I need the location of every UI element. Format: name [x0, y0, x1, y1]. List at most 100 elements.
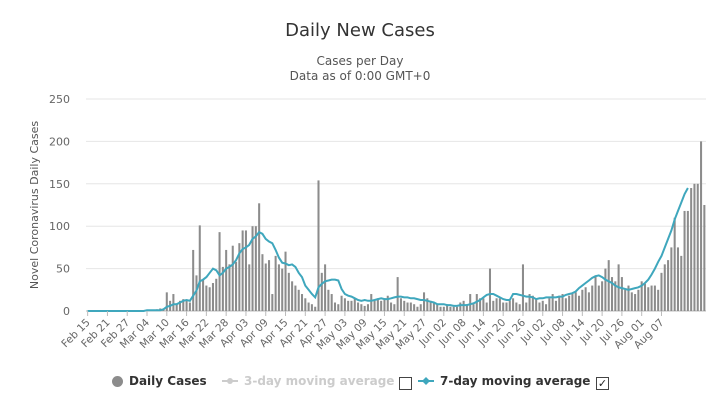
bar[interactable]	[432, 302, 435, 311]
bar[interactable]	[643, 283, 647, 311]
bar[interactable]	[390, 302, 393, 311]
bar[interactable]	[495, 298, 498, 311]
bar[interactable]	[330, 294, 333, 311]
bar[interactable]	[327, 289, 330, 311]
bar[interactable]	[439, 306, 442, 311]
bar[interactable]	[455, 306, 459, 311]
bar[interactable]	[594, 275, 597, 311]
bar[interactable]	[287, 272, 290, 311]
bar[interactable]	[244, 230, 247, 311]
bar[interactable]	[624, 289, 627, 311]
bar[interactable]	[258, 203, 261, 311]
bar[interactable]	[436, 304, 439, 311]
bar[interactable]	[172, 294, 175, 311]
bar[interactable]	[350, 300, 353, 311]
bar[interactable]	[515, 302, 518, 311]
bar[interactable]	[568, 295, 571, 311]
bar[interactable]	[634, 294, 637, 311]
bar[interactable]	[235, 261, 238, 311]
bar[interactable]	[673, 217, 676, 311]
bar[interactable]	[357, 302, 360, 311]
bar[interactable]	[535, 298, 538, 311]
bar[interactable]	[442, 306, 445, 311]
bar[interactable]	[683, 210, 686, 311]
bar[interactable]	[449, 306, 452, 311]
bar[interactable]	[472, 304, 475, 311]
bar[interactable]	[347, 300, 350, 311]
bar[interactable]	[380, 300, 383, 311]
bar[interactable]	[571, 294, 574, 311]
bar[interactable]	[185, 299, 188, 311]
bar[interactable]	[485, 302, 488, 311]
bar[interactable]	[188, 302, 191, 311]
bar[interactable]	[202, 279, 205, 311]
bar[interactable]	[324, 264, 327, 311]
bar[interactable]	[192, 249, 195, 311]
bar[interactable]	[274, 255, 277, 311]
bar[interactable]	[667, 260, 670, 311]
bar[interactable]	[541, 300, 544, 311]
bar[interactable]	[581, 289, 584, 311]
bar[interactable]	[320, 272, 323, 311]
bar[interactable]	[211, 283, 214, 311]
bar[interactable]	[353, 298, 356, 311]
bar[interactable]	[268, 260, 271, 311]
bar[interactable]	[627, 285, 630, 311]
bar[interactable]	[248, 264, 251, 311]
bar[interactable]	[545, 304, 548, 311]
bar[interactable]	[680, 255, 683, 311]
bar[interactable]	[251, 226, 254, 311]
bar[interactable]	[561, 294, 564, 311]
bar[interactable]	[498, 298, 501, 311]
bar[interactable]	[469, 294, 472, 311]
bar[interactable]	[406, 302, 409, 311]
bar[interactable]	[502, 302, 505, 311]
bar[interactable]	[492, 300, 495, 311]
bar[interactable]	[376, 298, 379, 311]
bar[interactable]	[423, 292, 426, 311]
bar[interactable]	[413, 304, 416, 311]
bar[interactable]	[482, 298, 485, 311]
bar[interactable]	[660, 272, 663, 311]
checkbox-7day-average[interactable]: ✓	[596, 377, 609, 390]
legend-item-7day-average[interactable]: 7-day moving average	[418, 374, 590, 388]
bar[interactable]	[614, 281, 617, 311]
bar[interactable]	[521, 264, 524, 311]
bar[interactable]	[488, 268, 492, 311]
bar[interactable]	[676, 247, 679, 311]
bar[interactable]	[297, 289, 300, 311]
bar[interactable]	[620, 277, 623, 311]
bar[interactable]	[175, 303, 178, 311]
bar[interactable]	[637, 289, 640, 311]
bar[interactable]	[554, 300, 557, 311]
bar[interactable]	[578, 295, 581, 311]
bar[interactable]	[548, 298, 551, 311]
bar[interactable]	[640, 281, 643, 311]
bar[interactable]	[254, 226, 257, 311]
bar[interactable]	[479, 298, 482, 311]
bar[interactable]	[215, 278, 218, 311]
bar[interactable]	[630, 292, 633, 311]
bar[interactable]	[653, 285, 656, 311]
bar[interactable]	[690, 188, 693, 311]
bar[interactable]	[446, 304, 449, 311]
bar[interactable]	[360, 304, 363, 311]
bar[interactable]	[696, 183, 699, 311]
bar[interactable]	[426, 298, 429, 311]
bar[interactable]	[271, 294, 274, 311]
bar[interactable]	[393, 304, 396, 311]
bar[interactable]	[165, 292, 168, 311]
bar[interactable]	[703, 205, 706, 311]
bar[interactable]	[650, 285, 653, 311]
bar[interactable]	[228, 264, 231, 311]
bar[interactable]	[225, 249, 228, 311]
bar[interactable]	[333, 302, 337, 311]
bar[interactable]	[409, 302, 412, 311]
bar[interactable]	[518, 304, 521, 311]
bar[interactable]	[459, 302, 462, 311]
bar[interactable]	[300, 294, 304, 311]
bar[interactable]	[531, 295, 534, 311]
bar[interactable]	[607, 260, 610, 311]
bar[interactable]	[277, 264, 280, 311]
bar[interactable]	[317, 180, 320, 311]
